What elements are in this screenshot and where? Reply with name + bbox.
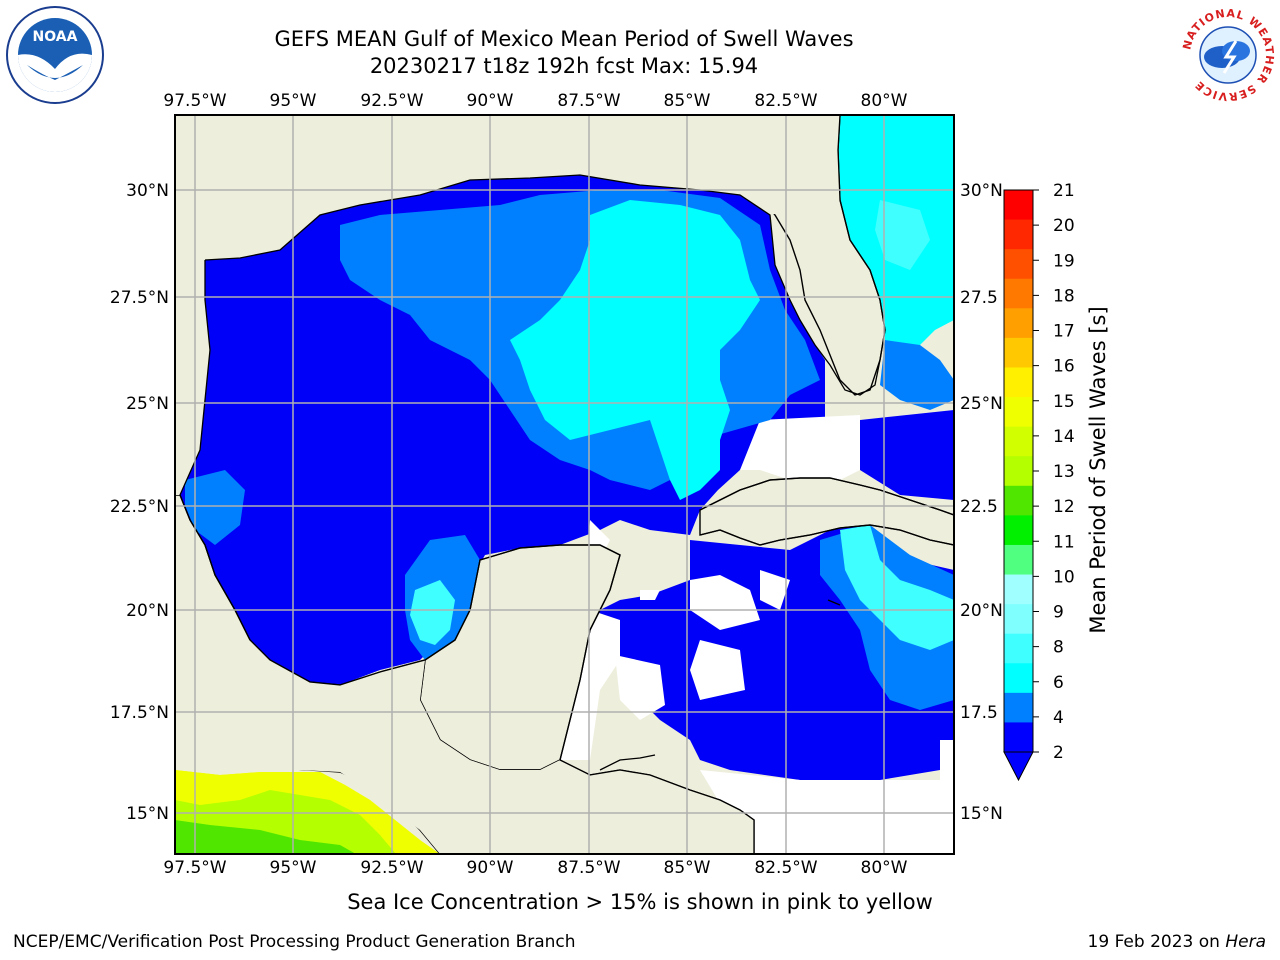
swell-cyan-caribbean [840, 525, 954, 650]
map-subtitle-run: 20230217 t18z 192h fcst Max: 15.94 [369, 54, 759, 78]
colorbar-swatch [1004, 663, 1033, 694]
colorbar-tick-label: 9 [1053, 603, 1064, 623]
lat-label: 15°N [960, 804, 1003, 824]
sea-ice-note: Sea Ice Concentration > 15% is shown in … [347, 890, 933, 914]
colorbar-swatch [1004, 604, 1033, 635]
coastline [179, 115, 954, 854]
colorbar-tick-label: 11 [1053, 532, 1075, 552]
colorbar-ticks: 21 20 19 18 17 16 15 14 13 12 11 10 9 8 6 4 2 [1033, 181, 1075, 763]
colorbar-swatch [1004, 485, 1033, 516]
colorbar-swatch [1004, 544, 1033, 576]
colorbar-tick-label: 10 [1053, 567, 1075, 587]
colorbar-swatch [1004, 397, 1033, 428]
lat-label: 20°N [126, 601, 169, 621]
lon-label: 87.5°W [557, 858, 620, 878]
lon-label: 97.5°W [163, 91, 226, 111]
lon-label: 87.5°W [557, 91, 620, 111]
noaa-logo: NOAA [6, 6, 104, 104]
lon-label: 90°W [467, 91, 514, 111]
lat-label: 22.5 [960, 497, 998, 517]
lon-labels-top: 97.5°W 95°W 92.5°W 90°W 87.5°W 85°W 82.5… [163, 91, 907, 111]
colorbar-tick-label: 20 [1053, 216, 1075, 236]
lon-label: 82.5°W [754, 858, 817, 878]
footer-date-text: 19 Feb 2023 on [1087, 932, 1226, 952]
lon-label: 85°W [664, 91, 711, 111]
map-title: GEFS MEAN Gulf of Mexico Mean Period of … [274, 27, 854, 51]
footer-host: Hera [1225, 932, 1266, 952]
map-area [175, 115, 954, 854]
lat-label: 30°N [126, 181, 169, 201]
colorbar-tick-label: 4 [1053, 708, 1064, 728]
colorbar-tick-label: 2 [1053, 743, 1064, 763]
colorbar-swatch [1004, 515, 1033, 546]
colorbar-tick-label: 15 [1053, 392, 1075, 412]
colorbar-swatch [1004, 249, 1033, 280]
colorbar-tick-label: 6 [1053, 673, 1064, 693]
gridlines [175, 115, 954, 854]
land-central-america [175, 640, 754, 854]
lon-label: 97.5°W [163, 858, 226, 878]
lat-labels-right: 30°N 27.5 25°N 22.5 20°N 17.5 15°N [960, 181, 1003, 824]
colorbar-tick-label: 16 [1053, 357, 1075, 377]
colorbar-swatch [1004, 574, 1033, 605]
lon-label: 85°W [664, 858, 711, 878]
lon-label: 95°W [270, 858, 317, 878]
lat-label: 15°N [126, 804, 169, 824]
colorbar-swatch [1004, 278, 1033, 309]
footer-date: 19 Feb 2023 on Hera [1088, 932, 1266, 952]
lon-label: 92.5°W [360, 858, 423, 878]
colorbar-label: Mean Period of Swell Waves [s] [1086, 306, 1110, 633]
colorbar-extend-arrow [1003, 751, 1034, 782]
swell-cyan-campeche [410, 580, 455, 645]
colorbar-tick-label: 18 [1053, 286, 1075, 306]
swell-mid-blue-atlantic [875, 200, 930, 270]
lat-label: 17.5°N [110, 703, 169, 723]
colorbar-swatch [1004, 337, 1033, 368]
colorbar-tick-label: 8 [1053, 638, 1064, 658]
colorbar-swatch [1004, 367, 1033, 398]
colorbar-swatch [1004, 219, 1033, 250]
lon-label: 92.5°W [360, 91, 423, 111]
lat-label: 27.5 [960, 288, 998, 308]
colorbar-tick-label: 14 [1053, 427, 1075, 447]
sea-ice-green-2 [175, 820, 356, 854]
lat-label: 30°N [960, 181, 1003, 201]
colorbar-swatch [1004, 308, 1033, 339]
lat-label: 27.5°N [110, 288, 169, 308]
colorbar-swatch [1004, 456, 1033, 487]
lat-label: 22.5°N [110, 497, 169, 517]
colorbar-swatch [1004, 722, 1033, 753]
colorbar-swatch [1004, 692, 1033, 723]
colorbar-tick-label: 13 [1053, 462, 1075, 482]
lon-labels-bottom: 97.5°W 95°W 92.5°W 90°W 87.5°W 85°W 82.5… [163, 858, 907, 878]
colorbar [1003, 189, 1034, 782]
land-north [175, 115, 840, 495]
swell-mid-blue-florida-east [880, 340, 954, 410]
lon-label: 80°W [861, 91, 908, 111]
footer-credit: NCEP/EMC/Verification Post Processing Pr… [13, 932, 576, 952]
lat-label: 25°N [126, 394, 169, 414]
swell-cyan-eastern-gulf [510, 200, 760, 500]
map-frame [174, 114, 955, 855]
lon-label: 82.5°W [754, 91, 817, 111]
lon-label: 95°W [270, 91, 317, 111]
nws-logo: NATIONAL WEATHER SERVICE [1180, 7, 1276, 103]
colorbar-swatch [1004, 190, 1033, 221]
lon-label: 80°W [861, 858, 908, 878]
colorbar-tick-label: 17 [1053, 322, 1075, 342]
lat-label: 25°N [960, 394, 1003, 414]
colorbar-tick-label: 12 [1053, 497, 1075, 517]
swell-mid-blue-west [185, 470, 245, 545]
lat-labels-left: 30°N 27.5°N 25°N 22.5°N 20°N 17.5°N 15°N [110, 181, 169, 824]
lon-label: 90°W [467, 858, 514, 878]
lat-label: 17.5 [960, 703, 998, 723]
colorbar-swatch [1004, 633, 1033, 664]
colorbar-tick-label: 19 [1053, 251, 1075, 271]
lat-label: 20°N [960, 601, 1003, 621]
colorbar-swatch [1004, 426, 1033, 457]
noaa-logo-text: NOAA [33, 29, 78, 45]
colorbar-tick-label: 21 [1053, 181, 1075, 201]
